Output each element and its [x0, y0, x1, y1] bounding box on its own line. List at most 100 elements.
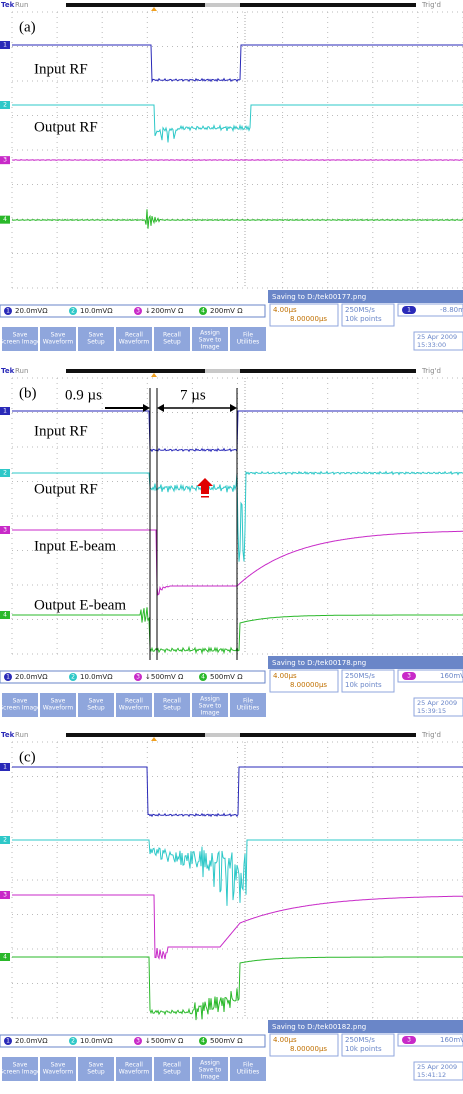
channel-num: 2: [71, 308, 75, 315]
channel-scale: 500mV Ω: [210, 1037, 243, 1045]
menu-button-text: Screen Image: [0, 339, 41, 346]
status-text: Saving to D:/tek00182.png: [272, 1023, 366, 1031]
record-length: 10k points: [345, 681, 382, 689]
scope-panel: TekRunTrig'd1234(b)Input RFOutput RFInpu…: [0, 367, 463, 717]
channel-scale: ↓500mV Ω: [145, 1037, 184, 1045]
menu-button-text: Assign: [200, 696, 220, 703]
timebase: 4.00µs: [273, 1036, 297, 1044]
channel-marker-num: 3: [3, 527, 7, 534]
record-bar: [66, 733, 416, 737]
waveform: [12, 160, 463, 161]
record-window: [205, 369, 240, 373]
figure: TekRunTrig'd1234(a)Input RFOutput RFSavi…: [0, 0, 463, 1094]
menu-button-text: Recall: [163, 1062, 181, 1069]
channel-marker-num: 2: [3, 837, 7, 844]
status-text: Saving to D:/tek00177.png: [272, 293, 366, 301]
trigger-level: 160mV: [440, 1036, 463, 1044]
timebase: 4.00µs: [273, 672, 297, 680]
menu-button-text: Recall: [163, 698, 181, 705]
time: 15:41:12: [417, 1071, 446, 1079]
channel-marker-num: 4: [3, 612, 7, 619]
menu-button-text: Screen Image: [0, 1069, 41, 1076]
menu-button-text: File: [243, 332, 253, 339]
channel-scale: 10.0mVΩ: [80, 307, 113, 315]
menu-button-text: Image: [201, 1074, 220, 1081]
channel-scale: ↓200mV Ω: [145, 307, 184, 315]
channel-scale: 200mV Ω: [210, 307, 243, 315]
trace-label: Input E-beam: [34, 538, 116, 554]
menu-button-text: Save: [51, 1062, 66, 1069]
channel-scale: 20.0mVΩ: [15, 1037, 48, 1045]
waveform: [12, 957, 463, 1020]
channel-num: 1: [6, 308, 10, 315]
brand: Tek: [1, 1, 15, 9]
record-window: [205, 3, 240, 7]
date: 25 Apr 2009: [417, 333, 457, 341]
menu-button-text: File: [243, 1062, 253, 1069]
channel-marker-num: 2: [3, 470, 7, 477]
red-arrow: [197, 478, 213, 494]
delay: 8.00000µs: [290, 1045, 327, 1053]
trigger-level: -8.80mV: [440, 306, 463, 314]
record-bar: [66, 369, 416, 373]
channel-num: 4: [201, 308, 205, 315]
trigger-state: Trig'd: [421, 367, 441, 375]
menu-button-text: Setup: [163, 339, 181, 346]
menu-button-text: Waveform: [119, 339, 150, 346]
menu-button-text: Setup: [87, 339, 105, 346]
menu-button-text: Waveform: [43, 1069, 74, 1076]
menu-button-text: Setup: [163, 705, 181, 712]
menu-button-text: Save: [51, 698, 66, 705]
channel-scale: 10.0mVΩ: [80, 1037, 113, 1045]
record-bar: [66, 3, 416, 7]
channel-marker-num: 1: [3, 408, 7, 415]
channel-marker-num: 3: [3, 157, 7, 164]
menu-button-text: Screen Image: [0, 705, 41, 712]
channel-num: 1: [6, 674, 10, 681]
trigger-marker: [151, 373, 157, 377]
panel-label: (c): [19, 749, 36, 765]
menu-button-text: Save to: [199, 1067, 222, 1074]
trigger-level: 160mV: [440, 672, 463, 680]
menu-button-text: Waveform: [43, 705, 74, 712]
time: 15:39:15: [417, 707, 446, 715]
trigger-state: Trig'd: [421, 731, 441, 739]
menu-button-text: Save to: [199, 337, 222, 344]
channel-num: 1: [6, 1038, 10, 1045]
run-state: Run: [15, 367, 28, 375]
record-length: 10k points: [345, 315, 382, 323]
menu-button-text: Save: [13, 1062, 28, 1069]
annotation: 7 µs: [180, 387, 206, 403]
menu-button-text: Save: [13, 332, 28, 339]
run-state: Run: [15, 1, 28, 9]
trace-label: Output RF: [34, 481, 98, 497]
channel-num: 4: [201, 674, 205, 681]
trigger-marker: [151, 7, 157, 11]
menu-button-text: Setup: [87, 1069, 105, 1076]
trigger-channel: 1: [407, 307, 411, 314]
menu-button-text: Setup: [87, 705, 105, 712]
channel-num: 2: [71, 674, 75, 681]
time: 15:33:00: [417, 341, 446, 349]
menu-button-text: Save: [89, 1062, 104, 1069]
record-window: [205, 733, 240, 737]
timebase: 4.00µs: [273, 306, 297, 314]
channel-num: 3: [136, 308, 140, 315]
scope-panel: TekRunTrig'd1234(a)Input RFOutput RFSavi…: [0, 1, 463, 351]
menu-button-text: Waveform: [119, 1069, 150, 1076]
annotation: 0.9 µs: [65, 387, 102, 403]
menu-button-text: Recall: [163, 332, 181, 339]
menu-button-text: Waveform: [43, 339, 74, 346]
menu-button-text: File: [243, 698, 253, 705]
trace-label: Input RF: [34, 423, 88, 439]
channel-num: 4: [201, 1038, 205, 1045]
menu-button-text: Recall: [125, 1062, 143, 1069]
channel-marker-num: 2: [3, 102, 7, 109]
date: 25 Apr 2009: [417, 699, 457, 707]
menu-button-text: Utilities: [237, 339, 260, 346]
menu-button-text: Save: [89, 698, 104, 705]
channel-marker-num: 1: [3, 42, 7, 49]
channel-scale: ↓500mV Ω: [145, 673, 184, 681]
channel-num: 2: [71, 1038, 75, 1045]
brand: Tek: [1, 731, 15, 739]
